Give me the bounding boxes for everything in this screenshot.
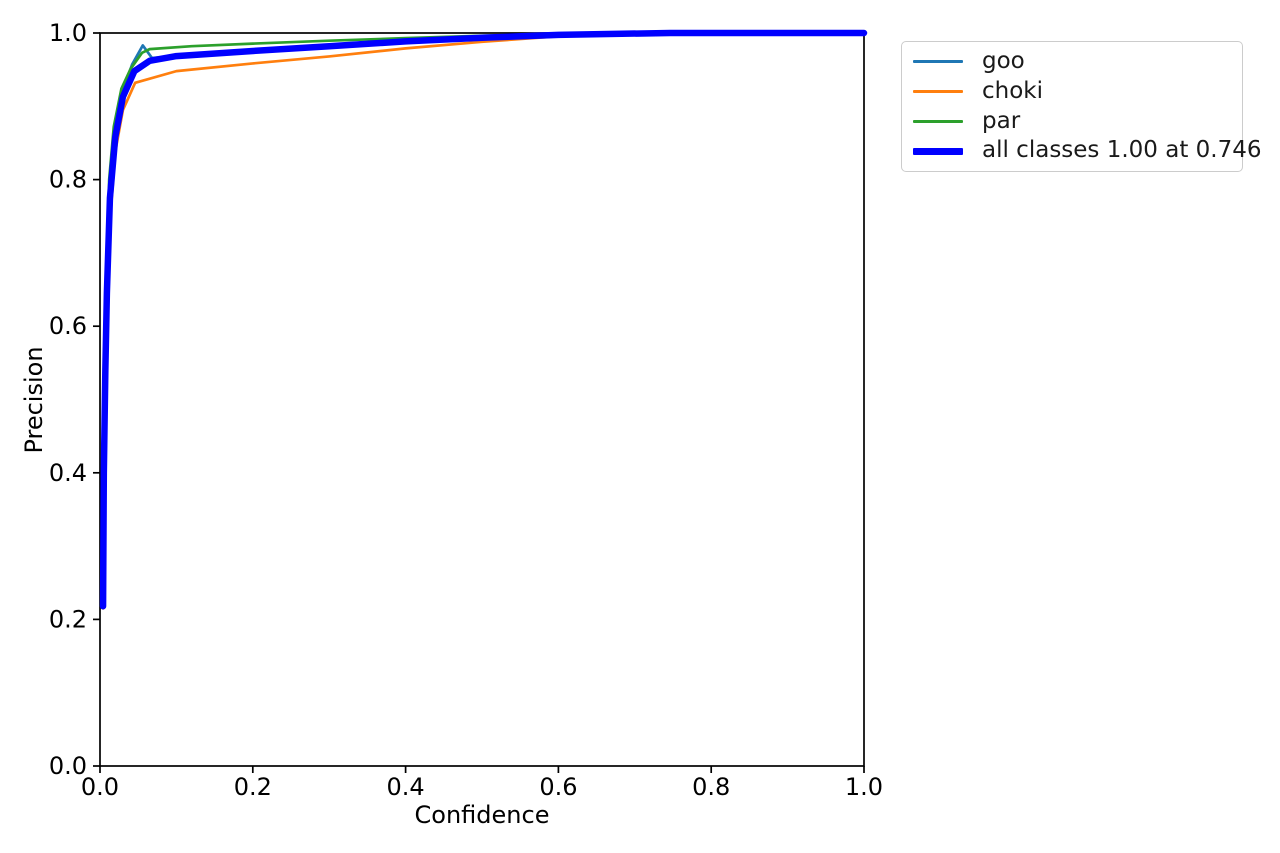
legend-line-all-classes	[913, 147, 963, 155]
legend-line-choki	[913, 90, 963, 94]
legend-item-goo: goo	[913, 48, 1234, 76]
series-line-par	[101, 31, 866, 607]
x-tick-label: 0.4	[387, 773, 425, 801]
y-tick-label: 0.6	[49, 312, 87, 340]
x-axis-label: Confidence	[414, 801, 550, 829]
y-tick-label: 0.4	[49, 459, 87, 487]
legend-label-choki: choki	[982, 77, 1044, 104]
x-tick-label: 0.0	[81, 773, 119, 801]
x-tick-label: 1.0	[845, 773, 883, 801]
axes-frame	[99, 32, 865, 767]
x-tick-label: 0.8	[692, 773, 730, 801]
y-axis-label: Precision	[20, 346, 48, 454]
series-line-goo	[101, 31, 866, 607]
y-tick-label: 0.2	[49, 605, 87, 633]
legend-label-par: par	[982, 107, 1021, 134]
y-tick-label: 1.0	[49, 19, 87, 47]
legend-item-all-classes: all classes 1.00 at 0.746	[913, 137, 1262, 165]
y-tick-label: 0.8	[49, 166, 87, 194]
legend-line-goo	[913, 60, 963, 64]
legend: goo choki par all classes 1.00 at 0.746	[901, 41, 1262, 172]
series-line-choki	[101, 31, 866, 610]
legend-label-goo: goo	[982, 48, 1025, 75]
legend-label-all-classes: all classes 1.00 at 0.746	[982, 137, 1262, 164]
x-tick-label: 0.2	[234, 773, 272, 801]
legend-item-choki: choki	[913, 78, 1234, 106]
y-tick-label: 0.0	[49, 752, 87, 780]
legend-item-par: par	[913, 108, 1234, 136]
x-tick-label: 0.6	[539, 773, 577, 801]
series-line-all-classes	[99, 29, 868, 610]
legend-line-par	[913, 119, 963, 123]
